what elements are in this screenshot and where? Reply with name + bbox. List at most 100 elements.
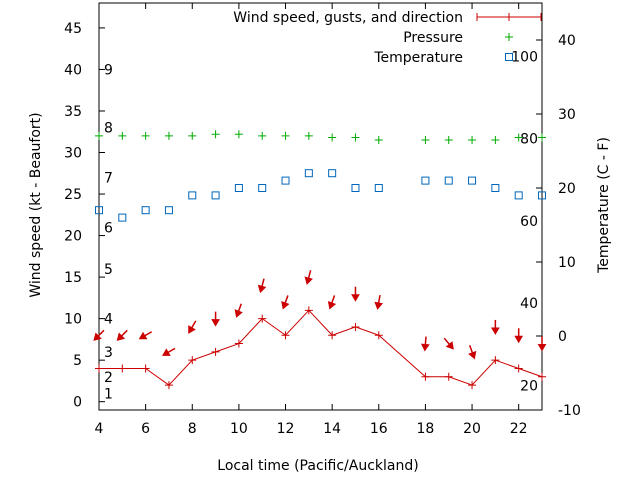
pressure-point bbox=[234, 130, 243, 139]
arrow-head bbox=[162, 348, 171, 356]
wind-direction-arrow bbox=[211, 311, 220, 327]
wind-direction-arrow bbox=[162, 347, 176, 356]
temperature-point bbox=[444, 176, 453, 185]
wind-direction-arrow bbox=[138, 331, 153, 340]
pressure-point bbox=[468, 136, 477, 145]
temperature-point bbox=[491, 184, 500, 192]
wind-direction-arrow bbox=[421, 336, 430, 352]
legend-swatch-wind-mark bbox=[505, 13, 513, 21]
wind-point bbox=[468, 381, 477, 390]
wind-direction-arrow bbox=[188, 320, 197, 334]
beaufort-label: 4 bbox=[104, 312, 113, 328]
pressure-point bbox=[258, 131, 267, 140]
legend-label-pressure: Pressure bbox=[403, 30, 463, 46]
temperature-point bbox=[118, 213, 127, 222]
arrow-head bbox=[421, 343, 430, 352]
x-tick-label: 18 bbox=[417, 421, 435, 437]
y-left-tick-label: 45 bbox=[64, 21, 82, 37]
pressure-point bbox=[141, 131, 150, 140]
pressure-point bbox=[538, 133, 546, 142]
y-left-tick-label: 20 bbox=[64, 229, 82, 245]
data-layer bbox=[93, 130, 547, 390]
wind-point bbox=[421, 372, 430, 381]
beaufort-label: 5 bbox=[104, 262, 113, 278]
arrow-head bbox=[445, 341, 454, 350]
wind-direction-arrow bbox=[468, 345, 477, 360]
y-right-tick-label: 40 bbox=[558, 33, 576, 49]
arrow-head bbox=[351, 294, 360, 302]
x-tick-label: 8 bbox=[188, 421, 197, 437]
wind-direction-arrow bbox=[443, 337, 454, 350]
y-left-tick-label: 40 bbox=[64, 62, 82, 78]
beaufort-label: 3 bbox=[104, 345, 113, 361]
pressure-point bbox=[444, 136, 453, 145]
y-right-tick-label: 10 bbox=[558, 255, 576, 271]
legend-label-wind: Wind speed, gusts, and direction bbox=[233, 10, 463, 26]
pressure-point bbox=[188, 131, 197, 140]
wind-point bbox=[444, 372, 453, 381]
pressure-point bbox=[95, 131, 103, 140]
y-left-tick-label: 35 bbox=[64, 104, 82, 120]
temperature-point bbox=[421, 176, 430, 185]
temperature-point bbox=[351, 184, 360, 192]
pressure-point bbox=[491, 136, 500, 145]
y-left-tick-label: 25 bbox=[64, 187, 82, 203]
wind-point bbox=[304, 306, 313, 315]
wind-direction-arrow bbox=[537, 336, 547, 352]
arrow-head bbox=[304, 276, 313, 285]
arrow-head bbox=[514, 335, 524, 344]
wind-direction-arrow bbox=[490, 319, 500, 335]
pressure-point bbox=[328, 133, 337, 142]
pressure-point bbox=[514, 133, 523, 142]
fahrenheit-label: 20 bbox=[520, 378, 538, 394]
y-right-tick-label: 0 bbox=[558, 329, 567, 345]
temperature-point bbox=[234, 184, 243, 192]
legend-swatch-temperature bbox=[505, 53, 513, 61]
arrow-head bbox=[234, 309, 243, 318]
temperature-point bbox=[281, 176, 290, 185]
arrow-head bbox=[93, 332, 102, 341]
x-axis-label: Local time (Pacific/Auckland) bbox=[217, 458, 418, 474]
temperature-point bbox=[211, 191, 220, 200]
wind-point bbox=[328, 331, 337, 340]
wind-point bbox=[211, 347, 220, 356]
x-tick-label: 22 bbox=[510, 421, 528, 437]
arrow-head bbox=[257, 284, 267, 294]
wind-point bbox=[538, 372, 546, 381]
wind-point bbox=[258, 314, 267, 323]
wind-direction-arrow bbox=[257, 278, 267, 294]
temperature-point bbox=[141, 206, 150, 215]
temperature-point bbox=[374, 184, 383, 192]
wind-point bbox=[164, 381, 173, 390]
temperature-point bbox=[468, 176, 477, 185]
y-right-tick-label: -10 bbox=[558, 403, 581, 419]
y-left-tick-label: 0 bbox=[73, 395, 82, 411]
wind-point bbox=[188, 356, 197, 365]
x-tick-label: 4 bbox=[95, 421, 104, 437]
x-tick-label: 10 bbox=[230, 421, 248, 437]
wind-point bbox=[118, 364, 127, 373]
arrow-head bbox=[327, 300, 337, 310]
pressure-point bbox=[118, 131, 127, 140]
beaufort-label: 7 bbox=[104, 170, 113, 186]
pressure-point bbox=[351, 133, 360, 142]
legend-label-temperature: Temperature bbox=[373, 50, 463, 66]
beaufort-label: 8 bbox=[104, 121, 113, 137]
wind-point bbox=[234, 339, 243, 348]
wind-direction-arrow bbox=[116, 329, 128, 341]
pressure-point bbox=[281, 131, 290, 140]
arrow-head bbox=[138, 331, 148, 340]
arrow-head bbox=[211, 319, 220, 327]
pressure-point bbox=[374, 136, 383, 145]
arrow-head bbox=[281, 300, 290, 310]
wind-direction-arrow bbox=[304, 270, 313, 285]
y-left-tick-label: 5 bbox=[73, 353, 82, 369]
wind-direction-arrow bbox=[93, 329, 105, 341]
wind-direction-arrow bbox=[514, 328, 524, 344]
fahrenheit-label: 60 bbox=[520, 214, 538, 230]
axes-layer: 4 6 8 10 12 14 16 18 20 22051015202530354045-1001… bbox=[64, 2, 581, 437]
wind-direction-arrow bbox=[281, 295, 290, 310]
wind-point bbox=[141, 364, 150, 373]
x-tick-label: 6 bbox=[141, 421, 150, 437]
y-right-tick-label: 20 bbox=[558, 181, 576, 197]
